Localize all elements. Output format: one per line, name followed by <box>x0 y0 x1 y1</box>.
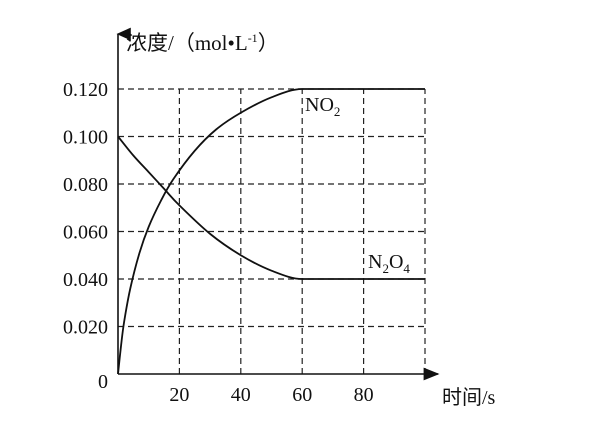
y-tick-label: 0.100 <box>63 127 108 149</box>
y-axis-label: 浓度/（mol•L-1） <box>126 31 279 55</box>
grid <box>118 88 426 374</box>
series-layer <box>117 88 425 375</box>
series-line-n2o4 <box>117 135 425 280</box>
series-label-n2o4: N2O4 <box>368 251 410 276</box>
x-tick-label: 20 <box>169 384 189 406</box>
y-tick-label: 0.020 <box>63 317 108 339</box>
y-tick-label: 0.080 <box>63 174 108 196</box>
x-axis-label: 时间/s <box>442 386 496 409</box>
y-tick-label: 0.060 <box>63 222 108 244</box>
y-tick-label: 0.120 <box>63 79 108 101</box>
series-label-no2: NO2 <box>305 94 340 119</box>
series-line-no2 <box>117 88 425 375</box>
x-tick-label: 40 <box>231 384 251 406</box>
origin-label: 0 <box>98 371 108 393</box>
labels-layer: 0.020 0.040 0.060 0.080 0.100 0.120 20 40 60 80 <box>63 79 374 406</box>
x-tick-label: 60 <box>292 384 312 406</box>
y-tick-label: 0.040 <box>63 269 108 291</box>
x-tick-label: 80 <box>354 384 374 406</box>
